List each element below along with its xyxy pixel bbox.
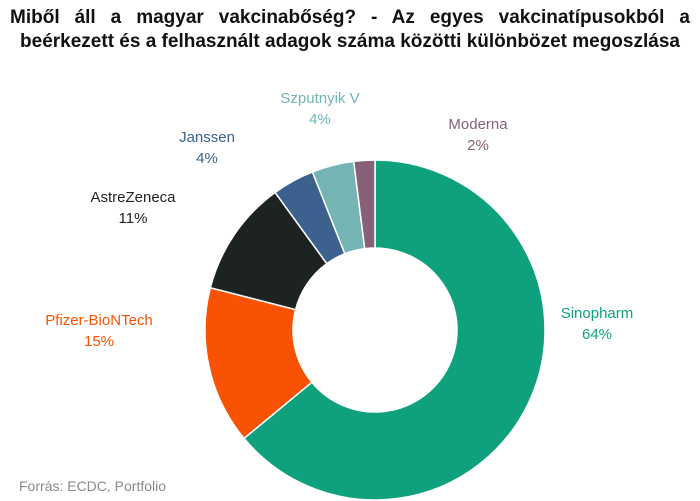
slice-value-label: 15% — [84, 333, 114, 350]
slice-name-label: Sinopharm — [561, 305, 634, 322]
donut-slices — [204, 159, 546, 501]
slice-name-label: Moderna — [448, 116, 508, 133]
slice-value-label: 11% — [119, 210, 148, 227]
chart-title: Miből áll a magyar vakcinabőség? - Az eg… — [10, 7, 690, 52]
slice-name-label: Szputnyik V — [280, 90, 359, 107]
slice-name-label: AstreZeneca — [90, 189, 176, 206]
slice-name-label: Janssen — [179, 129, 235, 146]
source-note: Forrás: ECDC, Portfolio — [19, 478, 167, 494]
slice-value-label: 4% — [196, 150, 218, 167]
slice-name-label: Pfizer-BioNTech — [45, 312, 153, 329]
slice-value-label: 4% — [309, 111, 331, 128]
slice-value-label: 2% — [467, 137, 489, 154]
slice-sinopharm — [242, 159, 546, 501]
slice-value-label: 64% — [582, 326, 612, 343]
slice-moderna — [352, 159, 376, 250]
slice-labels: Sinopharm 64% Pfizer-BioNTech 15% AstreZenec… — [45, 90, 633, 350]
